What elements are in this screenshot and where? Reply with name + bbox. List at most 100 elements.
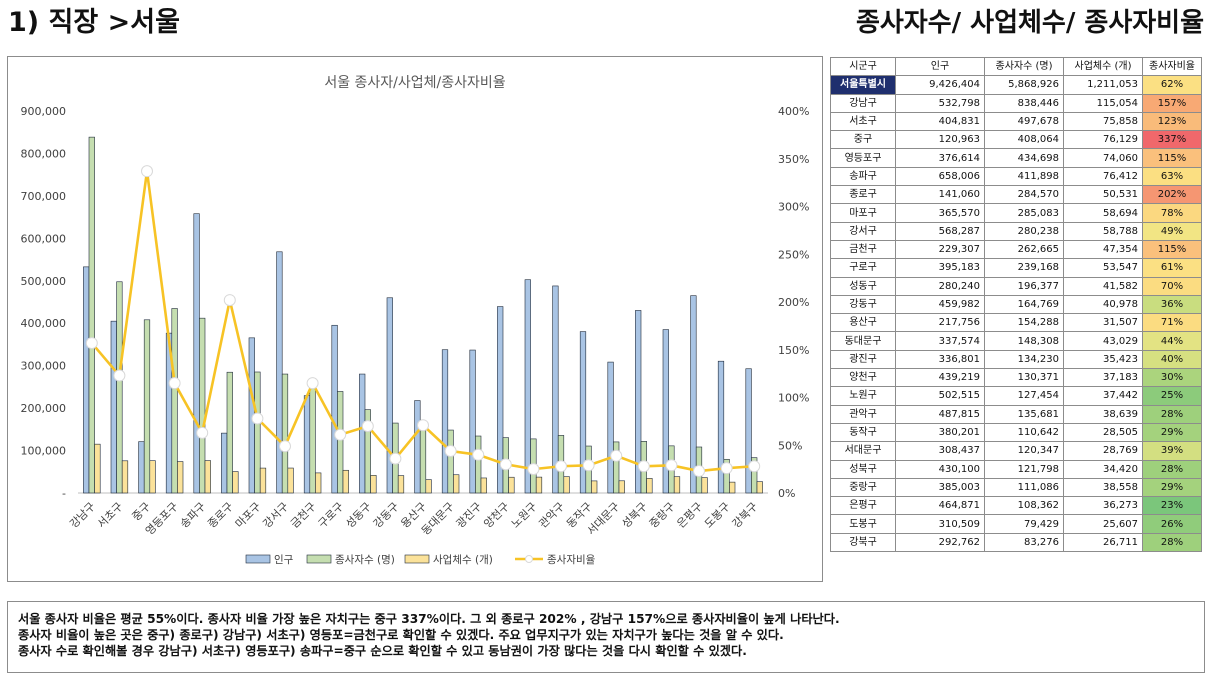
bar-0-8 xyxy=(303,395,311,494)
workers-cell: 108,362 xyxy=(984,496,1064,516)
workers-cell: 134,230 xyxy=(984,349,1064,370)
population-cell: 336,801 xyxy=(895,349,985,370)
bar-1-9 xyxy=(337,391,344,494)
workers-cell: 130,371 xyxy=(984,368,1064,388)
businesses-cell: 74,060 xyxy=(1063,148,1143,168)
district-cell: 강동구 xyxy=(830,294,896,315)
x-tick-label: 도봉구 xyxy=(702,500,733,531)
businesses-cell: 1,211,053 xyxy=(1063,75,1143,95)
x-tick-label: 강동구 xyxy=(371,500,402,531)
table-row: 광진구 336,801 134,230 35,423 40% xyxy=(830,349,1202,370)
bar-1-8 xyxy=(309,381,316,494)
y-left-tick-label: 300,000 xyxy=(21,360,67,373)
ratio-point-21 xyxy=(665,459,678,472)
district-cell: 성동구 xyxy=(830,276,896,296)
bar-2-6 xyxy=(259,467,267,494)
businesses-cell: 34,420 xyxy=(1063,459,1143,479)
bar-2-0 xyxy=(94,443,101,494)
district-cell: 금천구 xyxy=(830,239,896,260)
ratio-point-17 xyxy=(555,460,567,473)
population-cell: 280,240 xyxy=(895,276,985,296)
businesses-cell: 36,273 xyxy=(1063,496,1143,516)
ratio-point-5 xyxy=(223,294,236,307)
x-tick-label: 구로구 xyxy=(316,500,347,531)
table-header-row: 시군구 인구 종사자수 (명) 사업체수 (개) 종사자비율 xyxy=(830,56,1202,77)
bar-0-22 xyxy=(690,295,697,494)
ratio-cell: 115% xyxy=(1142,148,1202,168)
bar-1-10 xyxy=(364,409,371,494)
ratio-point-4 xyxy=(196,426,209,439)
district-cell: 송파구 xyxy=(830,166,896,187)
population-cell: 337,574 xyxy=(895,331,985,351)
bar-1-1 xyxy=(116,281,123,494)
bar-1-13 xyxy=(447,429,454,494)
y-left-tick-label: 600,000 xyxy=(21,232,67,245)
table-row: 강북구 292,762 83,276 26,711 28% xyxy=(830,532,1202,553)
district-cell: 구로구 xyxy=(830,258,896,278)
district-cell: 강북구 xyxy=(830,532,896,553)
table-row: 성북구 430,100 121,798 34,420 28% xyxy=(830,459,1202,479)
x-tick-label: 성동구 xyxy=(343,500,374,531)
ratio-point-22 xyxy=(693,465,705,478)
header-district: 시군구 xyxy=(830,56,896,77)
bar-0-1 xyxy=(110,320,117,494)
workers-cell: 83,276 xyxy=(984,532,1064,553)
bar-2-24 xyxy=(756,481,763,494)
bar-1-3 xyxy=(171,308,178,494)
table-row: 서초구 404,831 497,678 75,858 123% xyxy=(830,111,1202,132)
ratio-cell: 337% xyxy=(1142,130,1202,150)
workers-cell: 135,681 xyxy=(984,404,1064,424)
ratio-cell: 49% xyxy=(1142,221,1202,241)
population-cell: 141,060 xyxy=(895,185,985,205)
y-left-tick-label: 400,000 xyxy=(21,317,67,330)
bar-0-24 xyxy=(745,368,752,494)
businesses-cell: 76,129 xyxy=(1063,130,1143,150)
ratio-cell: 26% xyxy=(1142,514,1202,534)
bar-2-21 xyxy=(673,476,681,494)
table-row: 도봉구 310,509 79,429 25,607 26% xyxy=(830,514,1202,534)
district-cell: 서울특별시 xyxy=(830,75,896,95)
legend-swatch-1 xyxy=(306,554,332,564)
ratio-point-15 xyxy=(499,458,512,471)
ratio-point-14 xyxy=(472,448,485,461)
district-cell: 광진구 xyxy=(830,349,896,370)
workers-cell: 5,868,926 xyxy=(984,75,1064,95)
ratio-point-16 xyxy=(527,463,540,476)
header-businesses: 사업체수 (개) xyxy=(1063,56,1143,77)
table-row: 마포구 365,570 285,083 58,694 78% xyxy=(830,203,1202,223)
population-cell: 568,287 xyxy=(895,221,985,241)
header-ratio: 종사자비율 xyxy=(1142,56,1202,77)
population-cell: 9,426,404 xyxy=(895,75,985,95)
legend-label: 사업체수 (개) xyxy=(433,553,493,566)
businesses-cell: 53,547 xyxy=(1063,258,1143,278)
bar-0-16 xyxy=(524,279,531,494)
workers-cell: 280,238 xyxy=(984,221,1064,241)
y-left-tick-label: 800,000 xyxy=(21,147,67,160)
table-row: 성동구 280,240 196,377 41,582 70% xyxy=(830,276,1202,296)
workers-cell: 120,347 xyxy=(984,441,1064,461)
population-cell: 310,509 xyxy=(895,514,985,534)
table-row: 중랑구 385,003 111,086 38,558 29% xyxy=(830,477,1202,498)
bar-2-16 xyxy=(535,476,543,494)
businesses-cell: 76,412 xyxy=(1063,166,1143,187)
bar-0-11 xyxy=(386,297,393,494)
bar-2-15 xyxy=(508,476,515,494)
x-tick-label: 종로구 xyxy=(205,500,236,531)
businesses-cell: 38,558 xyxy=(1063,477,1143,498)
businesses-cell: 47,354 xyxy=(1063,239,1143,260)
ratio-point-11 xyxy=(389,452,402,465)
bar-2-22 xyxy=(701,477,708,494)
y-left-tick-label: 200,000 xyxy=(21,402,67,415)
ratio-cell: 29% xyxy=(1142,422,1202,443)
x-tick-label: 중랑구 xyxy=(647,500,678,531)
y-left-tick-label: 100,000 xyxy=(21,445,67,458)
bar-2-20 xyxy=(646,478,653,494)
ratio-cell: 115% xyxy=(1142,239,1202,260)
ratio-point-19 xyxy=(610,449,623,462)
bar-1-2 xyxy=(143,319,151,494)
bar-2-17 xyxy=(563,476,570,494)
bar-0-5 xyxy=(221,432,228,494)
ratio-cell: 123% xyxy=(1142,111,1202,132)
bar-1-4 xyxy=(199,317,206,494)
bar-1-0 xyxy=(88,136,95,494)
